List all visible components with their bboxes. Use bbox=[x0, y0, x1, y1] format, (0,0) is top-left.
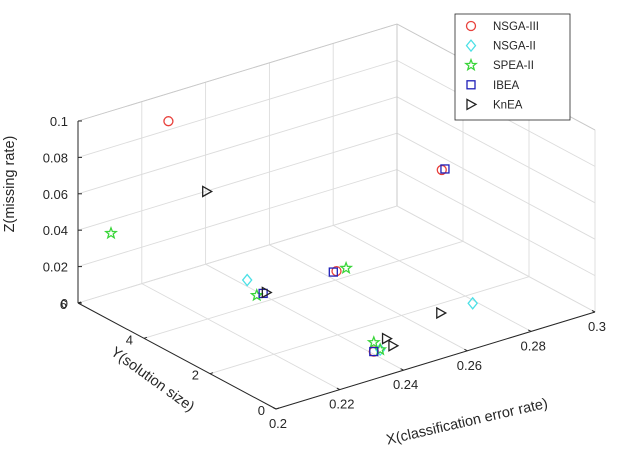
data-points bbox=[103, 116, 479, 357]
x-tick-mark bbox=[464, 348, 468, 352]
y-axis-line bbox=[77, 302, 277, 410]
series-nsga-iii bbox=[163, 116, 447, 357]
x-axis-label: X(classification error rate) bbox=[385, 396, 550, 449]
x-tick-mark bbox=[272, 407, 277, 410]
data-point bbox=[328, 267, 338, 277]
legend-marker bbox=[466, 80, 476, 90]
grid-line bbox=[269, 244, 468, 352]
x-tick-mark bbox=[591, 310, 596, 313]
y-tick-label: 0 bbox=[258, 403, 265, 418]
legend-label: NSGA-II bbox=[493, 41, 536, 53]
x-tick-mark bbox=[336, 387, 341, 391]
data-point bbox=[261, 286, 273, 299]
grid-line bbox=[332, 225, 532, 332]
z-tick-label: 0.02 bbox=[43, 260, 68, 275]
y-tick-label: 6 bbox=[60, 297, 67, 312]
x-axis-line bbox=[275, 311, 596, 410]
x-tick-label: 0.22 bbox=[329, 397, 354, 412]
data-point bbox=[339, 260, 354, 275]
series-ibea bbox=[258, 164, 450, 357]
y-tick-mark bbox=[143, 336, 148, 339]
grid-line bbox=[205, 263, 404, 371]
z-tick-label: 0 bbox=[61, 296, 68, 311]
y-tick-mark bbox=[275, 407, 280, 410]
grid-line bbox=[77, 132, 398, 231]
grid-line bbox=[77, 205, 398, 304]
legend-marker bbox=[463, 57, 479, 72]
y-tick-mark bbox=[209, 372, 214, 375]
data-point bbox=[436, 306, 448, 320]
data-point bbox=[388, 339, 400, 352]
legend-marker bbox=[465, 20, 477, 32]
y-tick-label: 4 bbox=[126, 332, 133, 347]
legend-label: NSGA-III bbox=[493, 21, 539, 33]
x-tick-label: 0.28 bbox=[521, 338, 546, 353]
data-point bbox=[440, 164, 450, 174]
data-point bbox=[467, 296, 479, 310]
x-tick-label: 0.3 bbox=[588, 319, 606, 334]
grid-line bbox=[396, 132, 596, 240]
grid-line bbox=[396, 205, 596, 313]
data-point bbox=[249, 287, 264, 302]
z-tick-label: 0.04 bbox=[43, 223, 68, 238]
data-point bbox=[369, 346, 379, 357]
x-tick-label: 0.26 bbox=[457, 358, 482, 373]
data-point bbox=[241, 273, 253, 287]
grid-line bbox=[396, 96, 596, 204]
y-axis-label: Y(solution size) bbox=[108, 344, 198, 415]
z-tick-label: 0.06 bbox=[43, 187, 68, 202]
x-tick-label: 0.24 bbox=[393, 377, 418, 392]
grid-line bbox=[141, 283, 341, 390]
data-point bbox=[366, 335, 381, 349]
x-tick-mark bbox=[400, 368, 404, 371]
grid-line bbox=[396, 169, 596, 276]
data-point bbox=[163, 116, 174, 127]
data-point bbox=[381, 332, 393, 345]
legend-label: SPEA-II bbox=[493, 60, 534, 72]
z-axis-label: Z(missing rate) bbox=[2, 136, 18, 233]
grid-line bbox=[77, 59, 398, 158]
legend: NSGA-III NSGA-II SPEA-II IBEA KnEA bbox=[454, 13, 571, 121]
legend-marker bbox=[465, 39, 477, 53]
series-spea-ii bbox=[103, 225, 388, 356]
series-knea bbox=[202, 185, 448, 352]
legend-label: IBEA bbox=[493, 80, 520, 92]
grid-line bbox=[143, 240, 464, 339]
z-tick-label: 0.1 bbox=[50, 114, 68, 129]
grid-line bbox=[77, 169, 398, 268]
data-point bbox=[202, 185, 214, 198]
grid-line bbox=[77, 96, 398, 195]
grid-line bbox=[209, 276, 530, 375]
data-point bbox=[103, 225, 119, 240]
legend-marker bbox=[466, 98, 478, 111]
x-tick-label: 0.2 bbox=[269, 416, 287, 431]
box-edge bbox=[77, 23, 398, 122]
x-tick-mark bbox=[527, 329, 532, 332]
legend-label: KnEA bbox=[493, 99, 523, 111]
z-tick-label: 0.08 bbox=[43, 150, 68, 165]
tick-labels: 0.20.220.240.260.280.3024600.020.040.060… bbox=[43, 114, 606, 431]
y-tick-label: 2 bbox=[192, 368, 199, 383]
